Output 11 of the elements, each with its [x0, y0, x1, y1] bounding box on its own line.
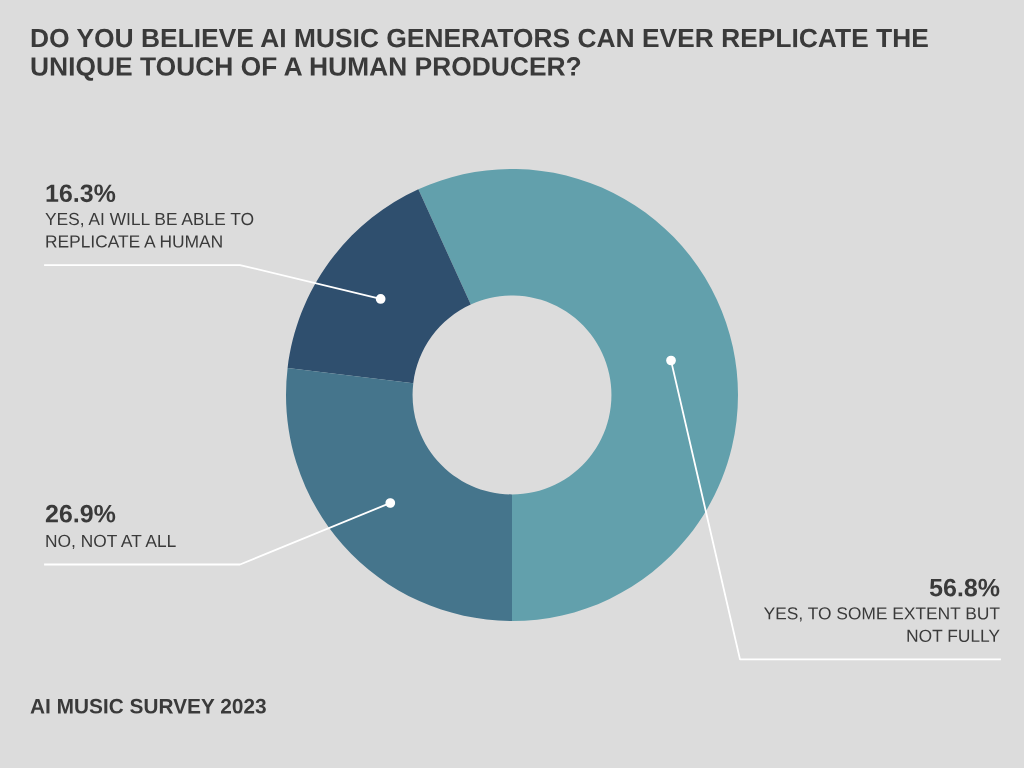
- slice-label: NO, NOT AT ALL: [46, 534, 176, 550]
- donut-slice: [286, 368, 512, 621]
- chart-title: DO YOU BELIEVE AI MUSIC GENERATORS CAN EVER REPLICATE THE UNIQUE TOUCH OF A HUMAN PRODUCER?: [31, 28, 928, 81]
- text: AI MUSIC SURVEY 2023: [30, 698, 266, 714]
- slice-label: YES, AI WILL BE ABLE TO REPLICATE A HUMAN: [45, 212, 254, 248]
- data-label: 56.8%: [929, 578, 1000, 597]
- donut-slice: [418, 169, 738, 621]
- data-label: 16.3%: [46, 184, 116, 203]
- slice-label: YES, TO SOME EXTENT BUT NOT FULLY: [763, 607, 1000, 642]
- data-label: 26.9%: [45, 504, 116, 523]
- donut-slice: [287, 189, 471, 384]
